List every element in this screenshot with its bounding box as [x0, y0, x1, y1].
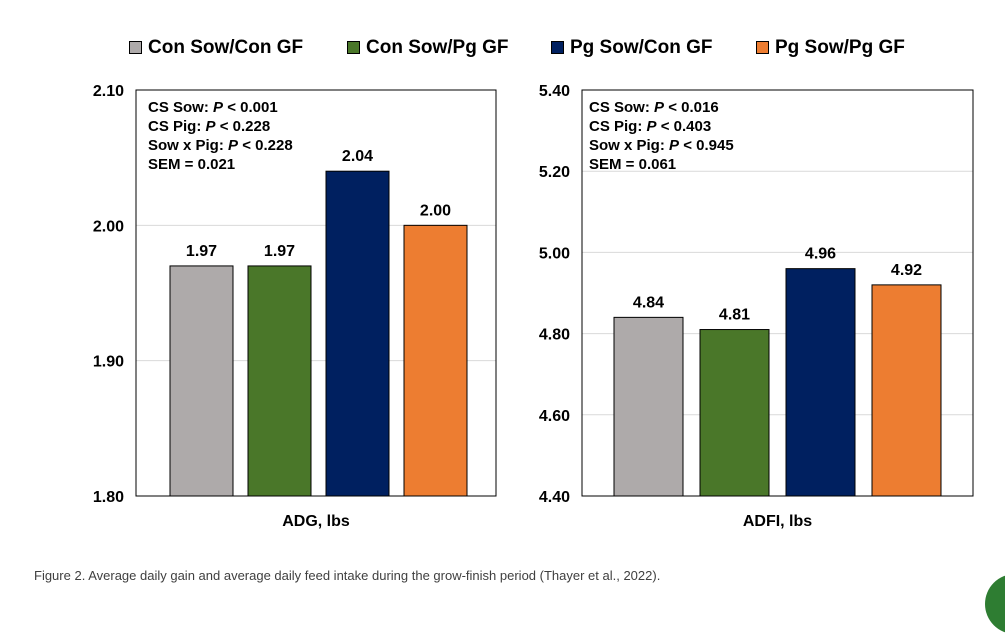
bar — [403, 224, 468, 497]
stats-annotation: CS Pig: P < 0.228 — [148, 118, 270, 135]
stats-annotation: CS Sow: P < 0.001 — [148, 99, 278, 116]
y-tick-label: 2.10 — [93, 83, 124, 100]
y-tick-label: 1.80 — [93, 489, 124, 506]
bar — [247, 265, 312, 497]
y-tick-label: 1.90 — [93, 354, 124, 371]
legend-swatch — [129, 41, 142, 54]
stats-annotation: CS Pig: P < 0.403 — [589, 118, 711, 135]
y-tick-label: 4.40 — [539, 489, 570, 506]
legend-label: Con Sow/Pg GF — [366, 37, 509, 58]
legend-label: Pg Sow/Con GF — [570, 37, 713, 58]
data-label: 1.97 — [264, 243, 295, 260]
legend-swatch — [347, 41, 360, 54]
x-axis-label: ADFI, lbs — [743, 513, 812, 530]
bar — [169, 265, 234, 497]
legend-swatch — [551, 41, 564, 54]
stats-annotation: Sow x Pig: P < 0.228 — [148, 137, 293, 154]
bar — [613, 316, 684, 497]
data-label: 4.84 — [633, 294, 664, 311]
data-label: 4.81 — [719, 307, 750, 324]
data-label: 2.00 — [420, 202, 451, 219]
y-tick-label: 2.00 — [93, 218, 124, 235]
bar — [325, 170, 390, 497]
data-label: 1.97 — [186, 243, 217, 260]
legend-swatch — [756, 41, 769, 54]
bar — [699, 329, 770, 497]
stats-annotation: CS Sow: P < 0.016 — [589, 99, 719, 116]
y-tick-label: 4.80 — [539, 327, 570, 344]
legend-label: Pg Sow/Pg GF — [775, 37, 905, 58]
plot-frame — [581, 89, 974, 497]
bar-charts: 1.80 1.90 2.00 2.10 1.97 1.97 2.04 2.00 CS Sow: … — [93, 83, 974, 530]
stats-annotation: SEM = 0.021 — [148, 156, 235, 173]
data-label: 2.04 — [342, 148, 373, 165]
stats-annotation: Sow x Pig: P < 0.945 — [589, 137, 734, 154]
x-axis-label: ADG, lbs — [282, 513, 350, 530]
plot-frame — [135, 89, 497, 497]
chart-legend: Con Sow/Con GF Con Sow/Pg GF Pg Sow/Con … — [0, 36, 1005, 60]
stats-annotation: SEM = 0.061 — [589, 156, 676, 173]
y-tick-label: 5.20 — [539, 164, 570, 181]
figure-caption: Figure 2. Average daily gain and average… — [34, 568, 661, 583]
bar — [785, 268, 856, 497]
y-tick-label: 5.00 — [539, 245, 570, 262]
bar — [871, 284, 942, 497]
legend-label: Con Sow/Con GF — [148, 37, 304, 58]
y-tick-label: 4.60 — [539, 408, 570, 425]
data-label: 4.92 — [891, 262, 922, 279]
data-label: 4.96 — [805, 246, 836, 263]
y-tick-label: 5.40 — [539, 83, 570, 100]
